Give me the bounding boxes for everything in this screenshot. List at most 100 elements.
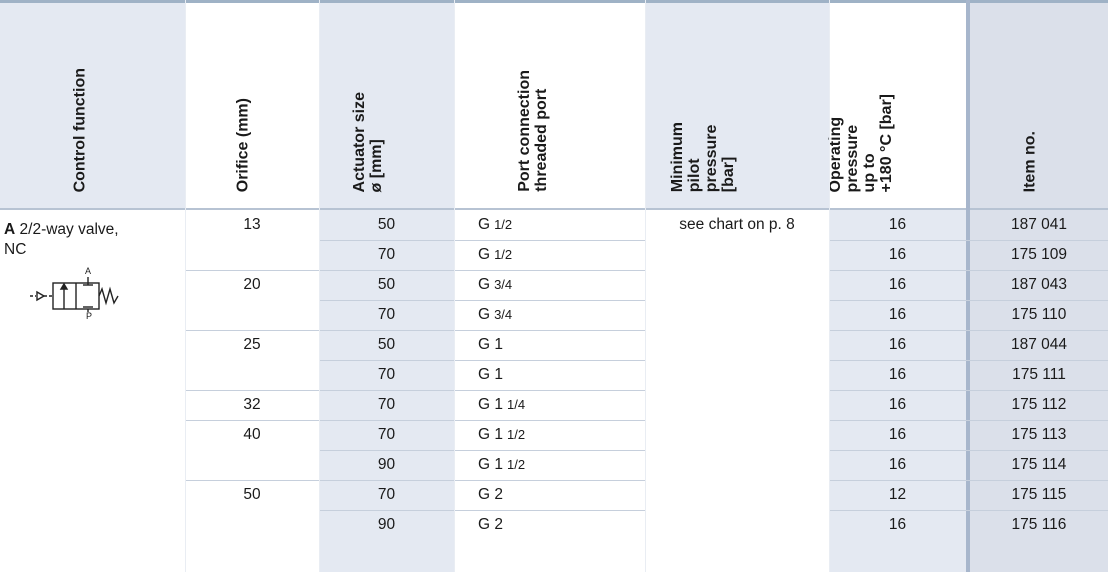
actuator-cell: 90 xyxy=(377,516,396,533)
operating-cell: 16 xyxy=(888,216,907,233)
row-divider-gap xyxy=(645,510,829,511)
actuator-cell: 70 xyxy=(377,426,396,443)
item-cell: 175 113 xyxy=(1011,426,1067,443)
port-main: G xyxy=(478,216,491,233)
header-item-no: Item no. xyxy=(970,0,1108,208)
min-pilot-note: see chart on p. 8 xyxy=(679,216,795,233)
row-divider-gap xyxy=(645,480,829,481)
item-column-divider xyxy=(966,0,970,572)
operating-cell: 16 xyxy=(888,306,907,323)
header-port: Port connection threaded port xyxy=(454,0,645,208)
control-function-letter: A xyxy=(4,221,16,238)
actuator-cell: 70 xyxy=(377,306,396,323)
port-main: G 2 xyxy=(478,486,503,503)
row-divider-gap xyxy=(645,360,829,361)
item-cell: 187 044 xyxy=(1010,336,1068,353)
item-cell: 175 109 xyxy=(1010,246,1068,263)
row-divider-gap xyxy=(645,330,829,331)
orifice-cell: 20 xyxy=(243,276,261,293)
port-cell: G 1 xyxy=(454,360,645,390)
port-cell: G 1/2 xyxy=(454,210,645,240)
control-function-desc2: NC xyxy=(4,241,27,258)
port-cell: G 1/2 xyxy=(454,240,645,270)
operating-cell: 16 xyxy=(888,426,907,443)
port-main: G xyxy=(478,246,491,263)
operating-cell: 16 xyxy=(888,396,907,413)
item-cell: 175 115 xyxy=(1011,486,1067,503)
item-cell: 175 112 xyxy=(1011,396,1067,413)
orifice-cell: 25 xyxy=(243,336,261,353)
operating-cell: 16 xyxy=(888,276,907,293)
port-cell: G 2 xyxy=(454,480,645,510)
header-control-function: Control function xyxy=(0,0,185,208)
column-divider xyxy=(645,0,646,572)
port-size: 1/2 xyxy=(506,427,526,442)
port-cell: G 1 xyxy=(454,330,645,360)
orifice-cell: 50 xyxy=(243,486,261,503)
port-main: G 1 xyxy=(478,396,503,413)
symbol-port-p: P xyxy=(86,311,93,321)
symbol-port-a: A xyxy=(85,266,91,276)
column-divider xyxy=(185,0,186,572)
row-divider-gap xyxy=(645,390,829,391)
actuator-cell: 50 xyxy=(377,336,396,353)
operating-cell: 16 xyxy=(888,456,907,473)
item-cell: 187 041 xyxy=(1010,216,1068,233)
port-size: 1/4 xyxy=(506,397,526,412)
port-main: G 1 xyxy=(478,426,503,443)
operating-cell: 16 xyxy=(888,246,907,263)
operating-cell: 16 xyxy=(888,366,907,383)
port-main: G 1 xyxy=(478,366,503,383)
port-cell: G 3/4 xyxy=(454,270,645,300)
header-min-pilot-label: Minimum pilot pressure [bar] xyxy=(669,121,737,192)
operating-cell: 16 xyxy=(888,516,907,533)
port-cell: G 3/4 xyxy=(454,300,645,330)
actuator-cell: 70 xyxy=(377,396,396,413)
header-separator xyxy=(0,208,1108,210)
header-item-no-label: Item no. xyxy=(1021,130,1039,192)
port-size: 1/2 xyxy=(506,457,526,472)
header-operating-label: Operating pressure up to +180 °C [bar] xyxy=(827,93,895,192)
row-divider-gap xyxy=(645,300,829,301)
port-cell: G 1 1/4 xyxy=(454,390,645,420)
operating-cell: 12 xyxy=(888,486,907,503)
actuator-cell: 50 xyxy=(377,276,396,293)
port-size: 3/4 xyxy=(494,307,513,322)
port-main: G 1 xyxy=(478,336,503,353)
actuator-cell: 70 xyxy=(377,486,396,503)
header-actuator: Actuator size ø [mm] xyxy=(319,0,454,208)
valve-symbol-icon: A xyxy=(30,266,119,312)
control-function-text: A 2/2-way valve, NC xyxy=(4,220,119,260)
orifice-cell: 32 xyxy=(243,396,261,413)
port-cell: G 1 1/2 xyxy=(454,420,645,450)
actuator-cell: 50 xyxy=(377,216,396,233)
actuator-cell: 70 xyxy=(377,246,396,263)
control-function-desc: 2/2-way valve, xyxy=(19,221,119,238)
port-main: G xyxy=(478,276,491,293)
row-divider-gap xyxy=(645,270,829,271)
port-cell: G 1 1/2 xyxy=(454,450,645,480)
port-cell: G 2 xyxy=(454,510,645,540)
port-size: 1/2 xyxy=(494,217,513,232)
item-cell: 175 110 xyxy=(1011,306,1067,323)
operating-cell: 16 xyxy=(888,336,907,353)
item-cell: 187 043 xyxy=(1010,276,1068,293)
item-cell: 175 111 xyxy=(1012,366,1066,383)
row-divider-gap xyxy=(645,420,829,421)
orifice-cell: 13 xyxy=(243,216,261,233)
header-min-pilot: Minimum pilot pressure [bar] xyxy=(645,0,829,208)
header-operating: Operating pressure up to +180 °C [bar] xyxy=(827,0,966,208)
row-divider-gap xyxy=(645,450,829,451)
orifice-cell: 40 xyxy=(243,426,261,443)
port-main: G 1 xyxy=(478,456,503,473)
actuator-cell: 90 xyxy=(377,456,396,473)
item-cell: 175 116 xyxy=(1011,516,1067,533)
item-cell: 175 114 xyxy=(1011,456,1067,473)
port-main: G 2 xyxy=(478,516,503,533)
row-divider-gap xyxy=(645,240,829,241)
header-actuator-label: Actuator size ø [mm] xyxy=(351,91,385,192)
column-divider xyxy=(319,0,320,572)
port-main: G xyxy=(478,306,491,323)
port-size: 1/2 xyxy=(494,247,513,262)
